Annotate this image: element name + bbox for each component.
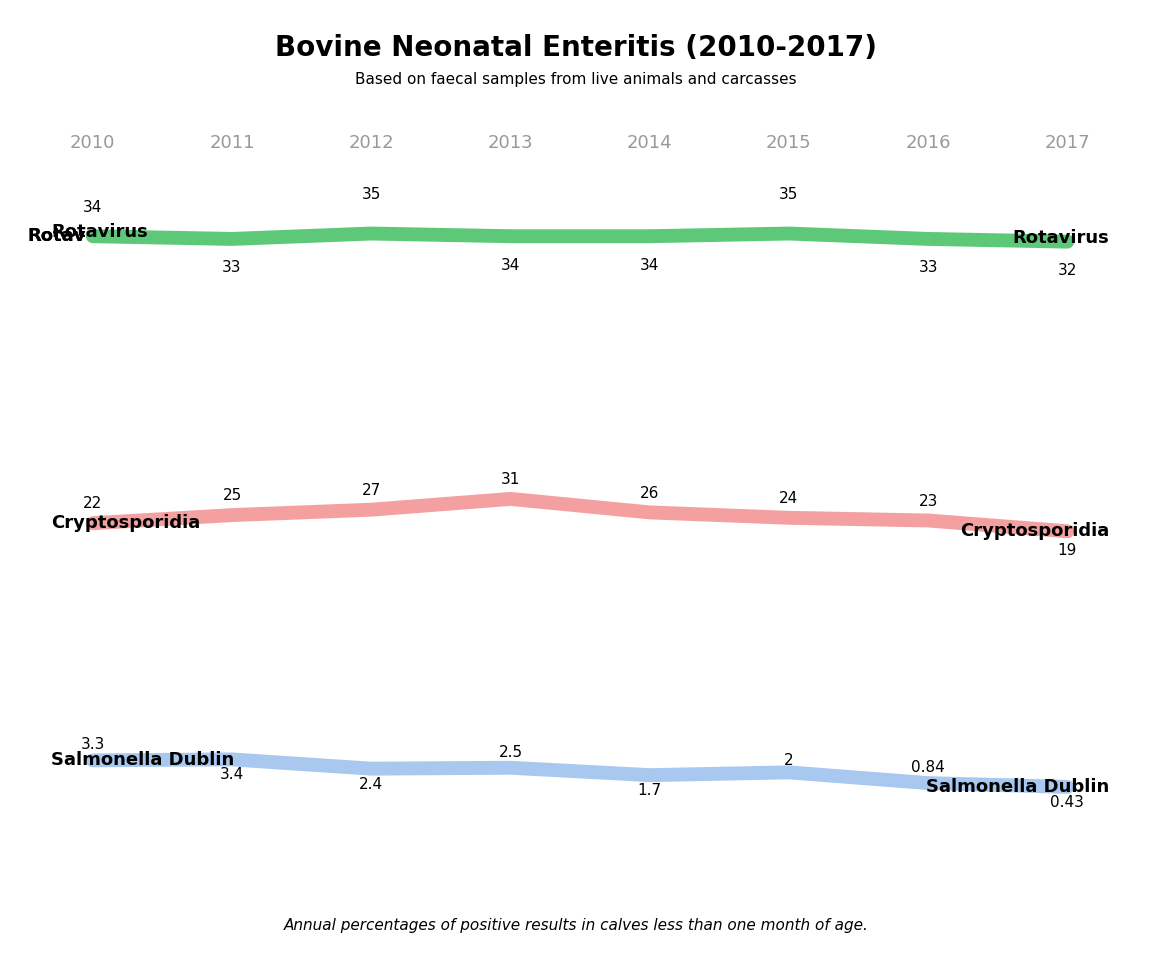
Text: 0.43: 0.43 — [1051, 795, 1084, 810]
Text: 23: 23 — [918, 493, 938, 509]
Text: Annual percentages of positive results in calves less than one month of age.: Annual percentages of positive results i… — [283, 918, 869, 933]
Text: 2010: 2010 — [70, 133, 115, 152]
Text: 2011: 2011 — [210, 133, 255, 152]
Text: 2: 2 — [785, 754, 794, 768]
Text: Rotavirus: Rotavirus — [1013, 228, 1109, 247]
Text: Bovine Neonatal Enteritis (2010-2017): Bovine Neonatal Enteritis (2010-2017) — [275, 34, 877, 61]
Text: 24: 24 — [779, 491, 798, 506]
Text: Salmonella Dublin: Salmonella Dublin — [926, 778, 1109, 796]
Text: 3.3: 3.3 — [81, 737, 105, 753]
Text: 33: 33 — [918, 260, 938, 276]
Text: 2015: 2015 — [766, 133, 812, 152]
Text: 34: 34 — [501, 257, 521, 273]
Text: 27: 27 — [362, 483, 381, 498]
Text: Salmonella Dublin: Salmonella Dublin — [51, 752, 234, 769]
Text: 33: 33 — [222, 260, 242, 276]
Text: 2017: 2017 — [1045, 133, 1090, 152]
Text: 2.4: 2.4 — [359, 777, 384, 792]
Text: 19: 19 — [1058, 543, 1077, 558]
Text: 3.4: 3.4 — [220, 767, 244, 782]
Text: Rotavirus: Rotavirus — [51, 224, 147, 241]
Text: 22: 22 — [83, 496, 103, 512]
Text: 1.7: 1.7 — [637, 783, 661, 798]
Text: Based on faecal samples from live animals and carcasses: Based on faecal samples from live animal… — [355, 72, 797, 87]
Text: Rotav: Rotav — [28, 228, 85, 245]
Text: 2013: 2013 — [487, 133, 533, 152]
Text: 25: 25 — [222, 489, 242, 503]
Text: 34: 34 — [641, 257, 659, 273]
Text: 34: 34 — [83, 200, 103, 215]
Text: 2012: 2012 — [348, 133, 394, 152]
Text: Cryptosporidia: Cryptosporidia — [960, 522, 1109, 540]
Text: 35: 35 — [362, 187, 381, 203]
Text: 31: 31 — [501, 472, 521, 487]
Text: Rotav: Rotav — [28, 228, 85, 245]
Text: 2014: 2014 — [627, 133, 673, 152]
Text: 2.5: 2.5 — [499, 745, 523, 759]
Text: Cryptosporidia: Cryptosporidia — [51, 515, 200, 532]
Text: 26: 26 — [641, 486, 659, 500]
Text: 0.84: 0.84 — [911, 760, 945, 775]
Text: 2016: 2016 — [905, 133, 950, 152]
Text: 35: 35 — [779, 187, 798, 203]
Text: 32: 32 — [1058, 263, 1077, 278]
